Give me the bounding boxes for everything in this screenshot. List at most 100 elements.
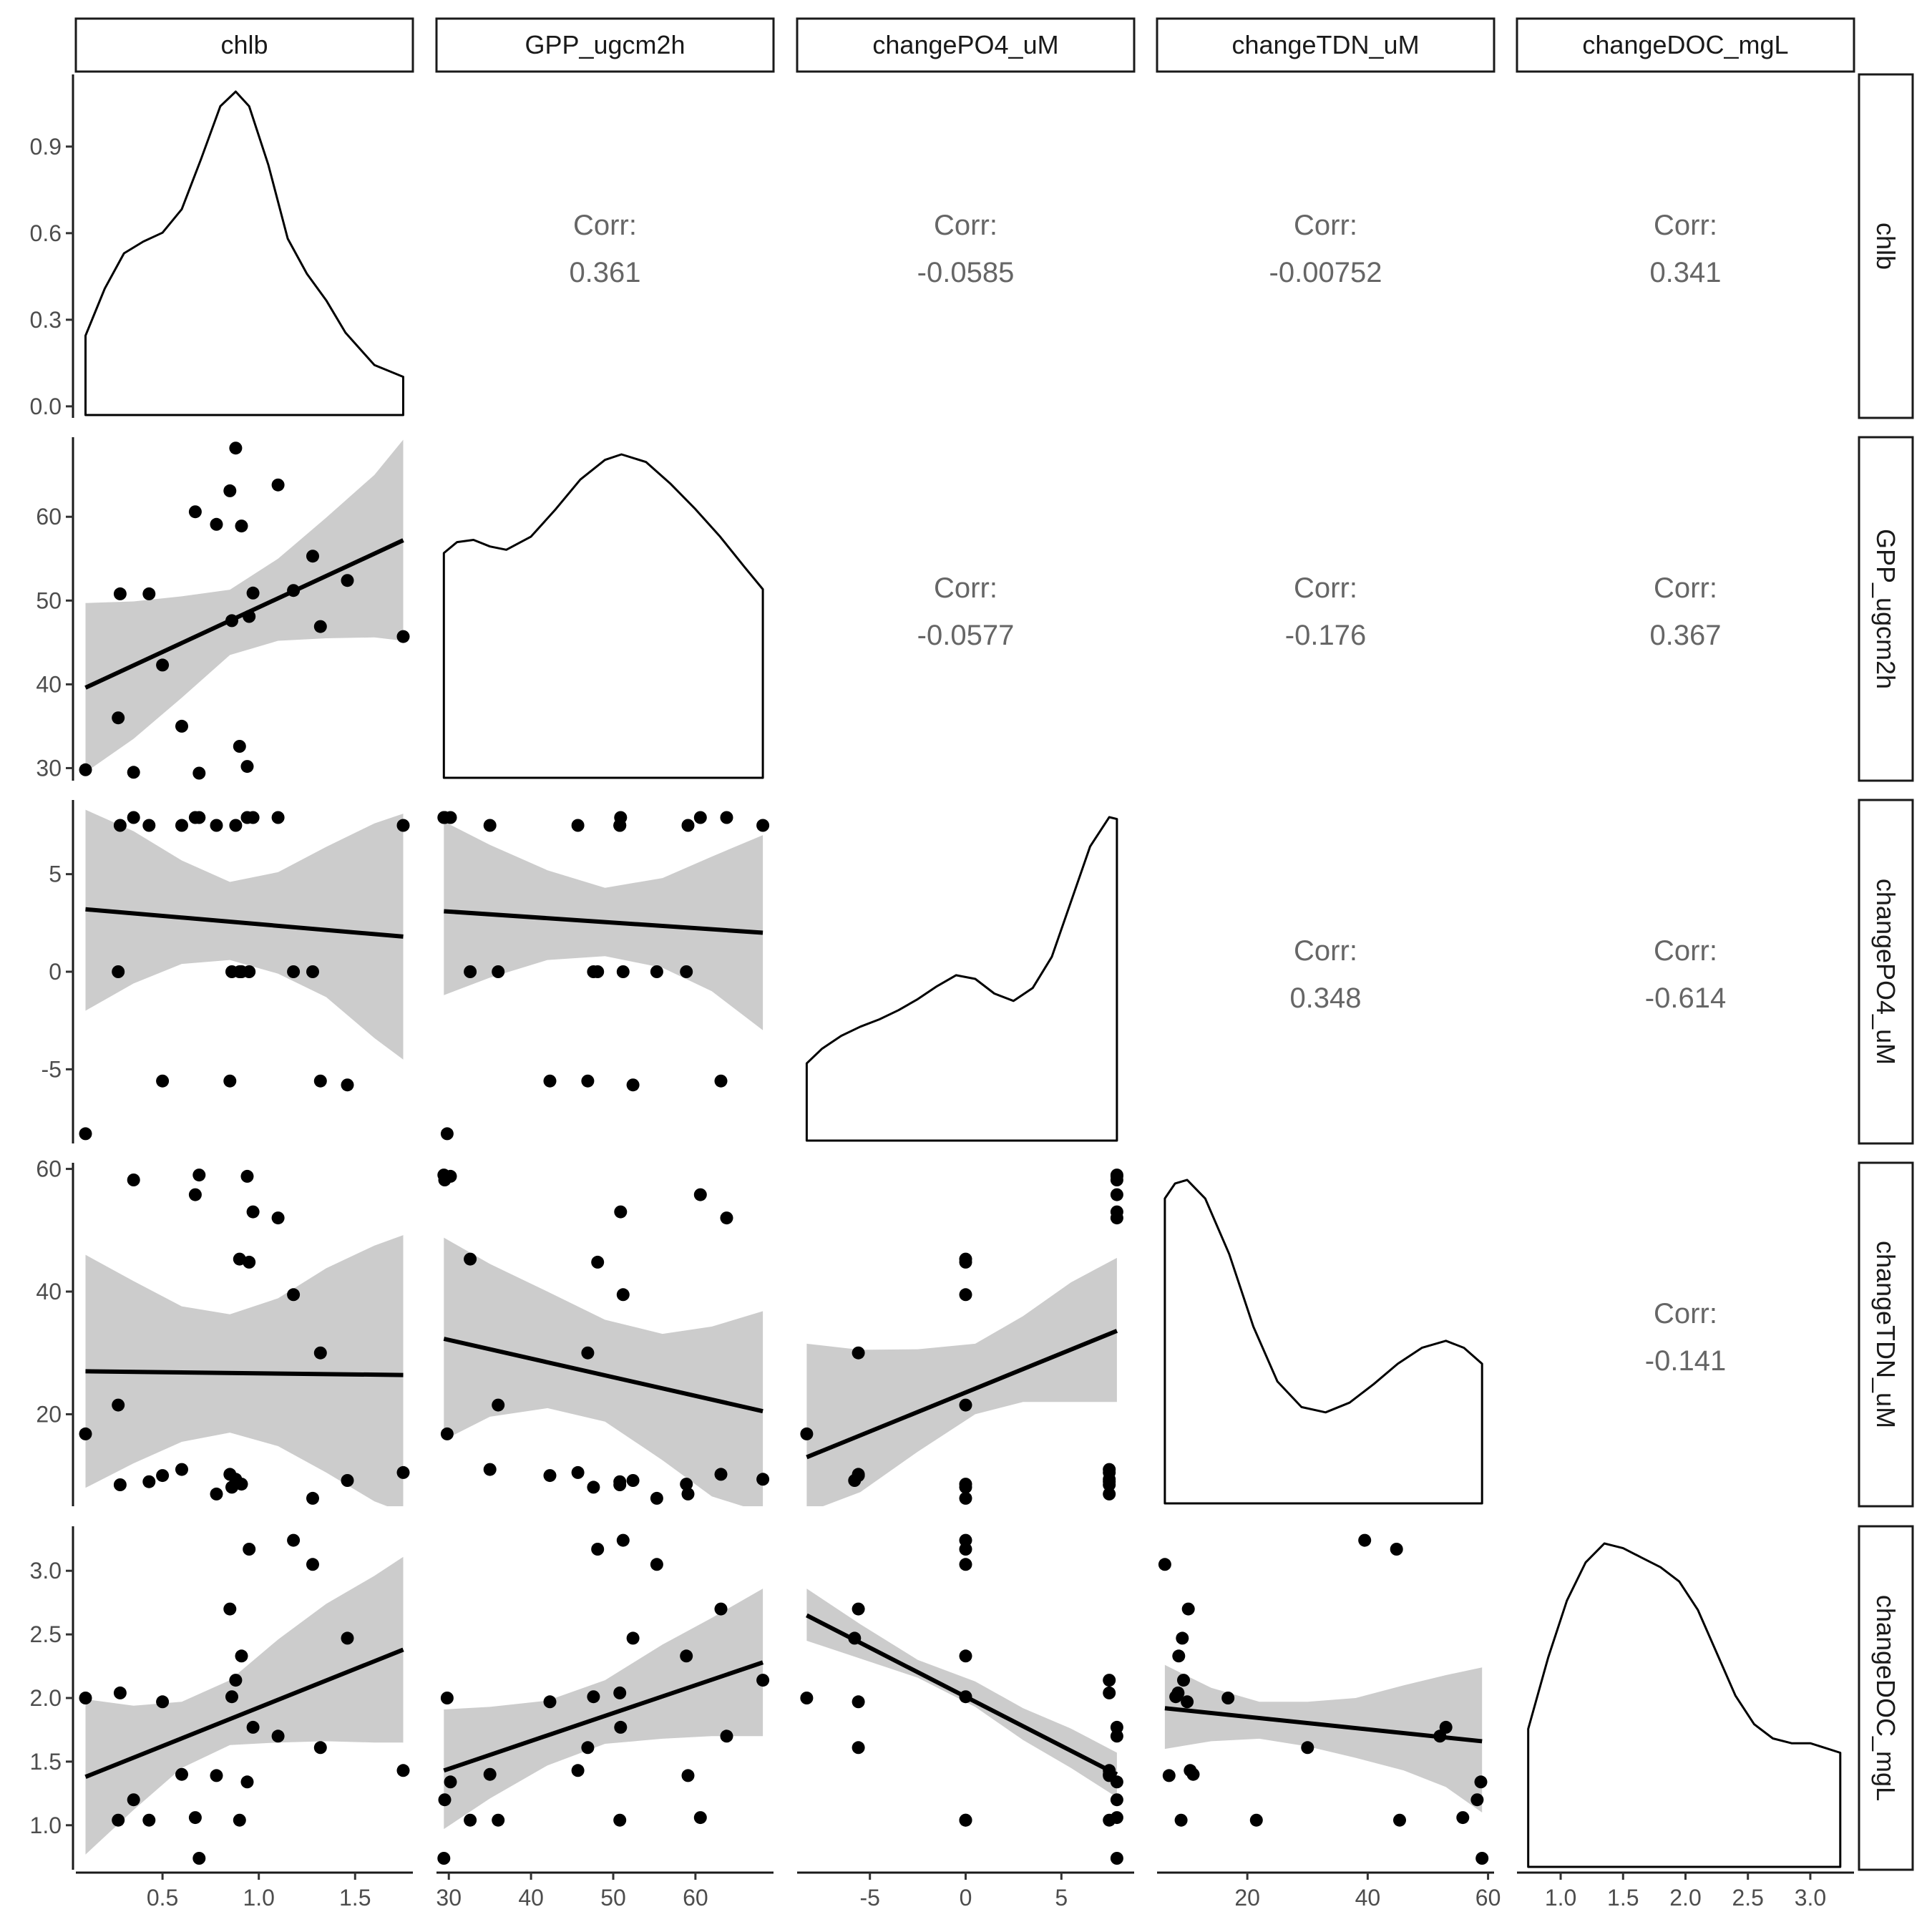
corr-panel-chlb-changeDOC_mgL: Corr: 0.341: [1649, 210, 1721, 288]
corr-label: Corr:: [1294, 572, 1357, 604]
data-point: [650, 1558, 663, 1571]
data-point: [650, 1491, 663, 1505]
strip-box: [1858, 436, 1914, 782]
chart-layer: chlb GPP_ugcm2h changePO4_uM changeTDN_uM ch…: [30, 17, 1914, 1911]
strip-box: [1858, 1525, 1914, 1871]
data-point: [440, 1692, 454, 1704]
y-tick-label: 0.3: [30, 307, 62, 333]
data-point: [492, 1398, 505, 1412]
density-panel-GPP_ugcm2h: [442, 453, 764, 779]
corr-label: Corr:: [573, 210, 637, 241]
data-point: [613, 1813, 627, 1827]
data-point: [959, 1533, 972, 1547]
data-point: [79, 1692, 92, 1704]
data-point: [848, 1474, 862, 1487]
y-tick-label: 0: [49, 959, 62, 985]
strip-label: changeTDN_uM: [1871, 1241, 1901, 1428]
data-point: [1103, 1764, 1116, 1777]
data-point: [591, 965, 605, 978]
data-point: [306, 1558, 319, 1571]
data-point: [680, 965, 693, 978]
y-tick-label: 40: [36, 1279, 62, 1304]
data-point: [693, 811, 707, 824]
density-curve: [805, 816, 1118, 1142]
data-point: [1110, 1775, 1123, 1789]
data-point: [79, 1127, 92, 1141]
corr-panel-chlb-changePO4_uM: Corr: -0.0585: [917, 210, 1015, 288]
y-axis-changeDOC_mgL: 1.0 1.5 2.0 2.5 3.0: [30, 1526, 74, 1870]
data-point: [1301, 1741, 1314, 1755]
confidence-band: [444, 1589, 763, 1830]
data-point: [571, 1465, 585, 1479]
strip-top-chlb: chlb: [74, 17, 414, 73]
data-point: [587, 1480, 600, 1494]
data-point: [243, 965, 256, 978]
corr-value: 0.341: [1649, 257, 1721, 288]
data-point: [693, 1188, 707, 1201]
data-point: [959, 1813, 972, 1827]
data-point: [210, 1769, 223, 1782]
data-point: [142, 1475, 156, 1488]
data-point: [192, 766, 206, 780]
x-tick-label: 50: [600, 1885, 626, 1911]
data-point: [1184, 1764, 1197, 1777]
data-point: [720, 1729, 733, 1743]
data-point: [680, 1649, 693, 1663]
y-axis-chlb: 0.0 0.3 0.6 0.9: [30, 74, 74, 419]
data-point: [113, 587, 127, 600]
strip-box: [435, 17, 775, 73]
data-point: [233, 740, 246, 753]
data-point: [233, 1813, 246, 1827]
strip-label: changeDOC_mgL: [1582, 30, 1788, 59]
data-point: [614, 1720, 628, 1734]
density-curve: [84, 90, 404, 416]
corr-panel-chlb-changeTDN_uM: Corr: -0.00752: [1269, 210, 1382, 288]
data-point: [543, 1695, 557, 1709]
data-point: [79, 1427, 92, 1440]
data-point: [1221, 1692, 1235, 1704]
data-point: [464, 1252, 477, 1266]
data-point: [113, 1478, 127, 1491]
data-point: [240, 760, 254, 774]
data-point: [1456, 1811, 1470, 1825]
data-point: [341, 1078, 354, 1092]
data-point: [616, 1533, 630, 1547]
data-point: [1110, 1188, 1123, 1201]
strip-box: [1156, 17, 1496, 73]
strip-box: [1516, 17, 1855, 73]
data-point: [571, 819, 585, 832]
data-point: [1110, 1793, 1123, 1807]
data-point: [127, 1174, 140, 1186]
data-point: [113, 819, 127, 832]
data-point: [188, 1188, 202, 1201]
strip-top-changeDOC_mgL: changeDOC_mgL: [1516, 17, 1855, 73]
confidence-band: [444, 1237, 763, 1506]
density-panel-changeDOC_mgL: [1527, 1542, 1842, 1868]
data-point: [246, 1205, 260, 1219]
data-point: [1181, 1602, 1195, 1616]
density-curve: [442, 453, 764, 779]
data-point: [587, 1690, 600, 1704]
data-point: [1470, 1793, 1484, 1807]
x-axis-changeDOC_mgL: 1.0 1.5 2.0 2.5 3.0: [1517, 1871, 1854, 1911]
strip-right-chlb: chlb: [1858, 73, 1914, 419]
data-point: [1390, 1543, 1403, 1556]
strip-box: [74, 17, 414, 73]
y-tick-label: 1.0: [30, 1813, 62, 1838]
data-point: [306, 1491, 319, 1505]
data-point: [313, 1074, 327, 1088]
x-axis-GPP_ugcm2h: 30 40 50 60: [436, 1871, 774, 1911]
data-point: [440, 1427, 454, 1440]
regression-line: [443, 1660, 764, 1773]
data-point: [225, 1690, 238, 1704]
y-tick-label: 2.5: [30, 1621, 62, 1647]
x-tick-label: 1.0: [243, 1885, 274, 1911]
y-tick-label: 1.5: [30, 1749, 62, 1775]
data-point: [1110, 1811, 1123, 1825]
data-point: [626, 1631, 640, 1645]
data-point: [581, 1346, 595, 1360]
data-point: [210, 1487, 223, 1501]
data-point: [341, 574, 354, 587]
data-point: [720, 1211, 733, 1225]
y-axis-GPP_ugcm2h: 30 40 50 60: [36, 437, 74, 781]
